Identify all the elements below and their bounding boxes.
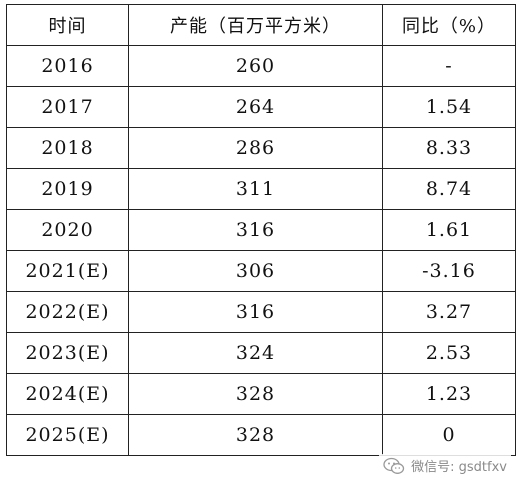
table-row: 2024(E) 328 1.23 — [6, 373, 516, 415]
cell-yoy: 8.33 — [382, 127, 516, 169]
cell-yoy: 1.61 — [382, 209, 516, 251]
column-header-capacity: 产能（百万平方米） — [128, 4, 383, 46]
table-row: 2022(E) 316 3.27 — [6, 291, 516, 333]
cell-year: 2016 — [6, 45, 129, 87]
table-row: 2025(E) 328 0 — [6, 414, 516, 456]
watermark-text: 微信号: gsdtfxv — [411, 460, 507, 475]
cell-yoy: 8.74 — [382, 168, 516, 210]
cell-capacity: 264 — [128, 86, 383, 128]
cell-year: 2025(E) — [6, 414, 129, 456]
cell-year: 2018 — [6, 127, 129, 169]
cell-capacity: 260 — [128, 45, 383, 87]
cell-year: 2022(E) — [6, 291, 129, 333]
table-row: 2023(E) 324 2.53 — [6, 332, 516, 374]
cell-yoy: 3.27 — [382, 291, 516, 333]
cell-capacity: 316 — [128, 209, 383, 251]
cell-capacity: 316 — [128, 291, 383, 333]
cell-year: 2024(E) — [6, 373, 129, 415]
cell-yoy: - — [382, 45, 516, 87]
cell-yoy: 0 — [382, 414, 516, 456]
table-row: 2018 286 8.33 — [6, 127, 516, 169]
cell-year: 2020 — [6, 209, 129, 251]
wechat-watermark: 微信号: gsdtfxv — [379, 454, 511, 477]
wechat-icon — [383, 457, 405, 474]
cell-capacity: 328 — [128, 373, 383, 415]
table-header-row: 时间 产能（百万平方米） 同比（%） — [6, 4, 516, 46]
cell-capacity: 306 — [128, 250, 383, 292]
cell-year: 2017 — [6, 86, 129, 128]
cell-capacity: 311 — [128, 168, 383, 210]
cell-yoy: 1.23 — [382, 373, 516, 415]
table-row: 2019 311 8.74 — [6, 168, 516, 210]
cell-yoy: 1.54 — [382, 86, 516, 128]
cell-year: 2021(E) — [6, 250, 129, 292]
capacity-table: 时间 产能（百万平方米） 同比（%） 2016 260 - 2017 264 1… — [6, 4, 516, 456]
table-row: 2016 260 - — [6, 45, 516, 87]
table-row: 2021(E) 306 -3.16 — [6, 250, 516, 292]
cell-yoy: -3.16 — [382, 250, 516, 292]
table-row: 2020 316 1.61 — [6, 209, 516, 251]
cell-year: 2023(E) — [6, 332, 129, 374]
table-row: 2017 264 1.54 — [6, 86, 516, 128]
column-header-time: 时间 — [6, 4, 129, 46]
cell-capacity: 328 — [128, 414, 383, 456]
cell-capacity: 286 — [128, 127, 383, 169]
cell-year: 2019 — [6, 168, 129, 210]
cell-yoy: 2.53 — [382, 332, 516, 374]
cell-capacity: 324 — [128, 332, 383, 374]
column-header-yoy: 同比（%） — [382, 4, 516, 46]
